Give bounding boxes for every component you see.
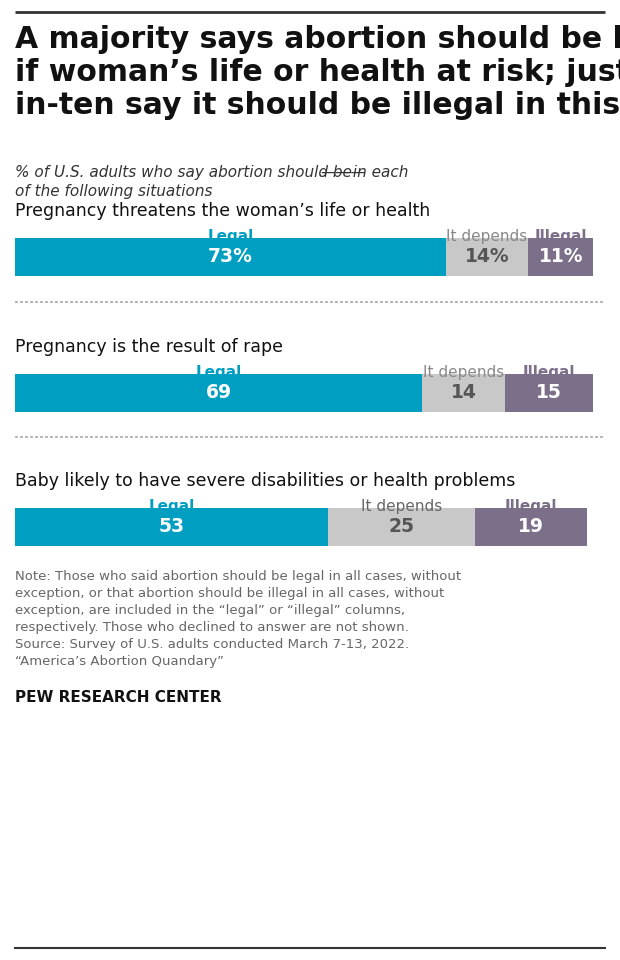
Text: Legal: Legal <box>207 229 254 244</box>
Text: ———: ——— <box>320 165 366 180</box>
Bar <box>528 238 593 276</box>
Bar <box>15 238 446 276</box>
Text: 11%: 11% <box>539 248 583 267</box>
Bar <box>422 374 505 412</box>
Text: “America’s Abortion Quandary”: “America’s Abortion Quandary” <box>15 655 224 668</box>
Text: 53: 53 <box>158 517 184 537</box>
Text: Pregnancy is the result of rape: Pregnancy is the result of rape <box>15 338 283 356</box>
Text: 73%: 73% <box>208 248 253 267</box>
Bar <box>15 508 328 546</box>
Text: PEW RESEARCH CENTER: PEW RESEARCH CENTER <box>15 690 221 705</box>
Text: Pregnancy threatens the woman’s life or health: Pregnancy threatens the woman’s life or … <box>15 202 430 220</box>
Text: % of U.S. adults who say abortion should be: % of U.S. adults who say abortion should… <box>15 165 356 180</box>
Text: Legal: Legal <box>195 365 242 380</box>
Text: It depends: It depends <box>446 229 528 244</box>
Text: Illegal: Illegal <box>505 499 557 514</box>
Text: 14%: 14% <box>464 248 509 267</box>
Bar <box>475 508 587 546</box>
Text: in each: in each <box>348 165 409 180</box>
Text: 14: 14 <box>451 383 476 402</box>
Text: 69: 69 <box>205 383 232 402</box>
Bar <box>15 374 422 412</box>
Text: It depends: It depends <box>423 365 504 380</box>
Text: exception, or that abortion should be illegal in all cases, without: exception, or that abortion should be il… <box>15 587 445 600</box>
Text: exception, are included in the “legal” or “illegal” columns,: exception, are included in the “legal” o… <box>15 604 405 617</box>
Text: Legal: Legal <box>148 499 195 514</box>
Text: 15: 15 <box>536 383 562 402</box>
Text: Note: Those who said abortion should be legal in all cases, without: Note: Those who said abortion should be … <box>15 570 461 583</box>
Text: Illegal: Illegal <box>534 229 587 244</box>
Text: Source: Survey of U.S. adults conducted March 7-13, 2022.: Source: Survey of U.S. adults conducted … <box>15 638 409 651</box>
Text: Baby likely to have severe disabilities or health problems: Baby likely to have severe disabilities … <box>15 472 515 490</box>
Text: It depends: It depends <box>361 499 442 514</box>
Text: respectively. Those who declined to answer are not shown.: respectively. Those who declined to answ… <box>15 621 409 634</box>
Bar <box>446 238 528 276</box>
Text: 19: 19 <box>518 517 544 537</box>
Bar <box>505 374 593 412</box>
Bar <box>328 508 475 546</box>
Text: 25: 25 <box>389 517 414 537</box>
Text: A majority says abortion should be legal
if woman’s life or health at risk; just: A majority says abortion should be legal… <box>15 25 620 120</box>
Text: Illegal: Illegal <box>523 365 575 380</box>
Text: of the following situations: of the following situations <box>15 184 213 199</box>
